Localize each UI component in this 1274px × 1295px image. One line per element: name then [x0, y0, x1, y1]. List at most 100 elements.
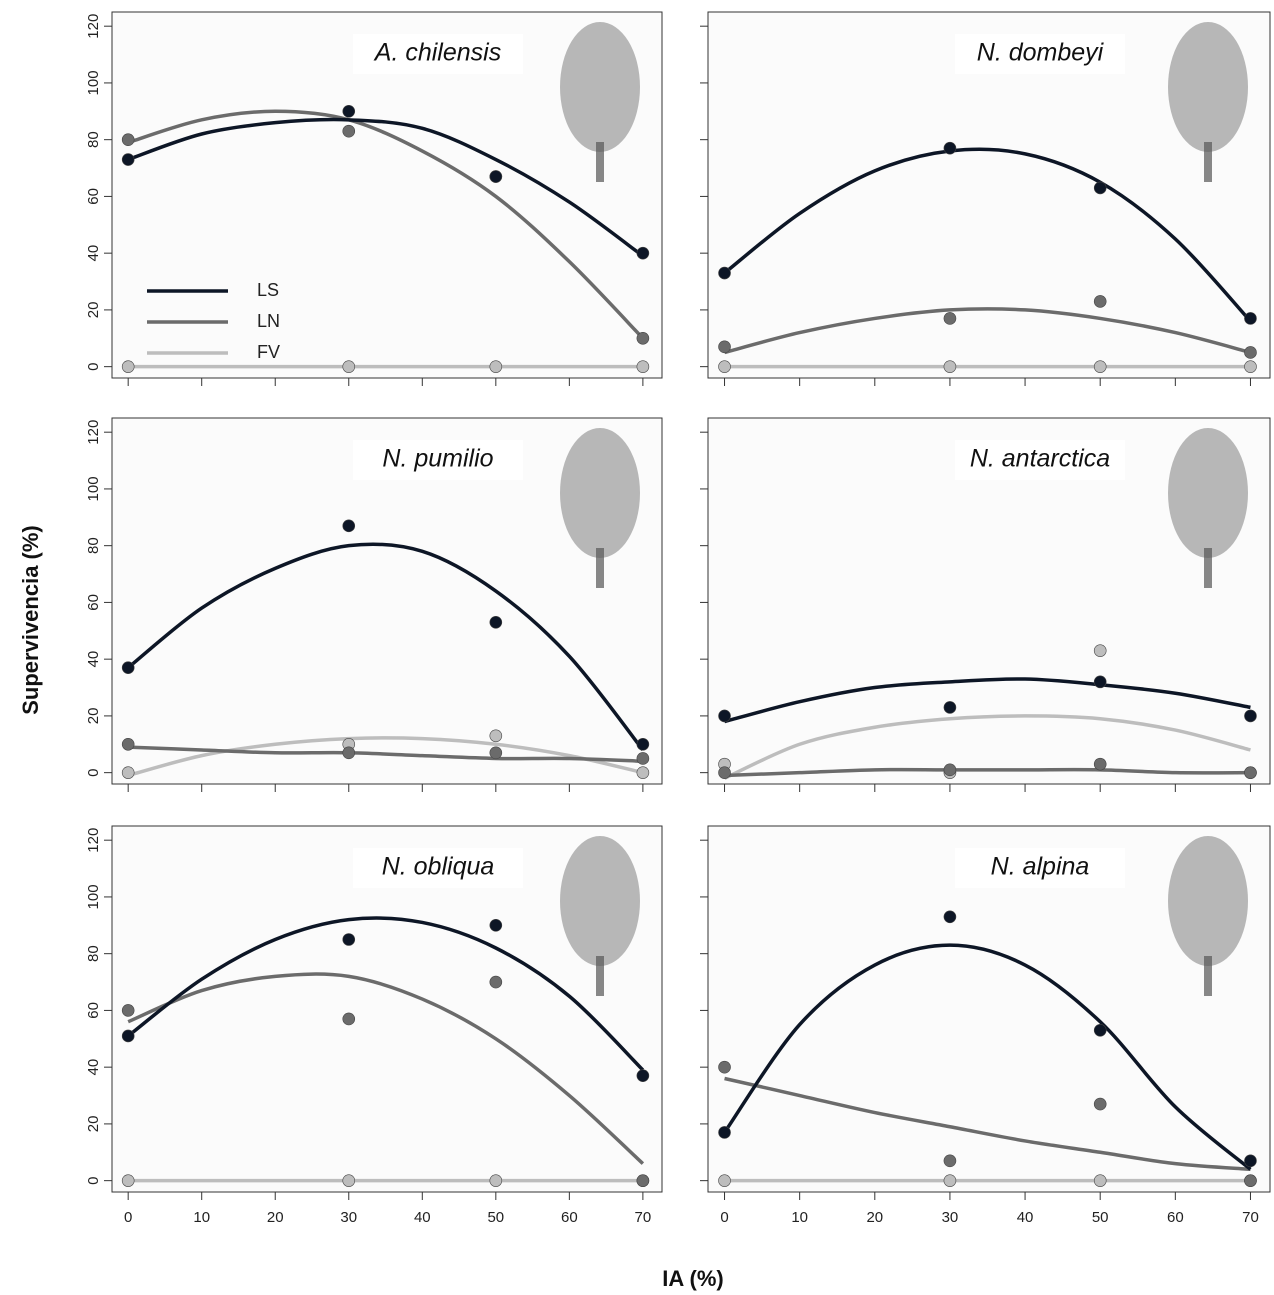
x-tick-label: 40 [414, 1209, 431, 1226]
y-tick-label: 40 [85, 1059, 102, 1076]
panel-title: N. dombeyi [977, 39, 1105, 67]
data-point [343, 105, 355, 117]
data-point [122, 767, 134, 779]
panel: N. antarctica [700, 418, 1270, 792]
data-point [944, 1175, 956, 1187]
data-point [1244, 361, 1256, 373]
data-point [490, 919, 502, 931]
data-point [719, 767, 731, 779]
data-point [719, 1126, 731, 1138]
x-tick-label: 20 [866, 1209, 883, 1226]
data-point [719, 1061, 731, 1073]
data-point [719, 1175, 731, 1187]
tree-crown [560, 22, 640, 152]
y-tick-label: 0 [85, 1176, 102, 1184]
data-point [637, 361, 649, 373]
data-point [343, 361, 355, 373]
tree-trunk [596, 142, 604, 182]
data-point [1094, 361, 1106, 373]
data-point [1094, 1024, 1106, 1036]
data-point [719, 710, 731, 722]
panel: N. alpina010203040506070 [700, 826, 1270, 1226]
data-point [343, 933, 355, 945]
y-tick-label: 120 [85, 420, 102, 445]
x-tick-label: 60 [1167, 1209, 1184, 1226]
panel-title: A. chilensis [373, 39, 501, 67]
data-point [122, 154, 134, 166]
data-point [122, 738, 134, 750]
panel-title: N. obliqua [382, 853, 495, 881]
data-point [944, 312, 956, 324]
x-axis-label: IA (%) [662, 1266, 724, 1291]
data-point [1094, 1098, 1106, 1110]
data-point [122, 1004, 134, 1016]
tree-trunk [1204, 142, 1212, 182]
tree-trunk [1204, 956, 1212, 996]
data-point [944, 361, 956, 373]
x-tick-label: 30 [942, 1209, 959, 1226]
data-point [1244, 312, 1256, 324]
x-tick-label: 0 [720, 1209, 728, 1226]
tree-crown [560, 428, 640, 558]
y-tick-label: 20 [85, 1116, 102, 1133]
data-point [490, 361, 502, 373]
y-tick-label: 60 [85, 594, 102, 611]
data-point [1094, 645, 1106, 657]
tree-trunk [596, 956, 604, 996]
data-point [1094, 1175, 1106, 1187]
data-point [637, 332, 649, 344]
data-point [637, 1175, 649, 1187]
data-point [1094, 758, 1106, 770]
tree-crown [1168, 836, 1248, 966]
data-point [1244, 1175, 1256, 1187]
legend-label: LN [257, 311, 280, 331]
y-tick-label: 60 [85, 1002, 102, 1019]
data-point [1244, 346, 1256, 358]
data-point [490, 616, 502, 628]
data-point [343, 1013, 355, 1025]
x-tick-label: 70 [1242, 1209, 1259, 1226]
tree-trunk [596, 548, 604, 588]
data-point [637, 247, 649, 259]
legend-label: FV [257, 342, 280, 362]
y-tick-label: 120 [85, 828, 102, 853]
panel-title: N. antarctica [970, 445, 1110, 473]
data-point [122, 662, 134, 674]
data-point [122, 134, 134, 146]
y-tick-label: 40 [85, 245, 102, 262]
data-point [343, 125, 355, 137]
data-point [719, 361, 731, 373]
y-tick-label: 120 [85, 14, 102, 39]
y-tick-label: 0 [85, 768, 102, 776]
data-point [122, 361, 134, 373]
x-tick-label: 0 [124, 1209, 132, 1226]
data-point [637, 767, 649, 779]
tree-crown [560, 836, 640, 966]
data-point [944, 764, 956, 776]
y-tick-label: 0 [85, 362, 102, 370]
data-point [1244, 1155, 1256, 1167]
data-point [637, 1070, 649, 1082]
y-tick-label: 80 [85, 131, 102, 148]
y-tick-label: 40 [85, 651, 102, 668]
y-tick-label: 100 [85, 884, 102, 909]
tree-trunk [1204, 548, 1212, 588]
y-tick-label: 20 [85, 302, 102, 319]
data-point [490, 747, 502, 759]
data-point [490, 730, 502, 742]
y-tick-label: 80 [85, 945, 102, 962]
data-point [1094, 676, 1106, 688]
x-tick-label: 10 [193, 1209, 210, 1226]
legend-label: LS [257, 280, 279, 300]
x-tick-label: 20 [267, 1209, 284, 1226]
x-tick-label: 10 [791, 1209, 808, 1226]
x-tick-label: 50 [487, 1209, 504, 1226]
data-point [1244, 767, 1256, 779]
y-axis-label: Supervivencia (%) [18, 525, 43, 715]
data-point [637, 752, 649, 764]
data-point [719, 341, 731, 353]
data-point [122, 1030, 134, 1042]
data-point [122, 1175, 134, 1187]
